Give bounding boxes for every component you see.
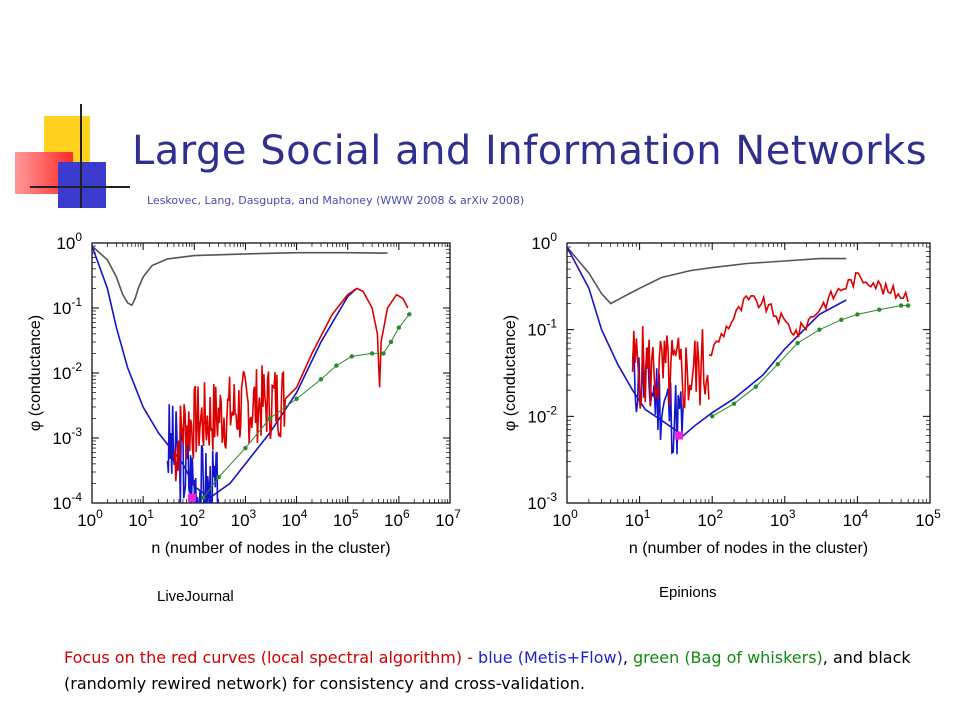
series-point xyxy=(407,312,412,317)
deco-horizontal-line xyxy=(30,186,130,188)
x-tick-label: 100 xyxy=(552,507,578,530)
series-point xyxy=(334,363,339,368)
series-point xyxy=(318,377,324,382)
series-point xyxy=(243,445,248,451)
y-tick-label: 10-4 xyxy=(52,490,82,513)
x-tick-label: 103 xyxy=(231,507,257,530)
deco-vertical-line xyxy=(80,104,82,208)
series-point xyxy=(905,303,911,308)
series-point xyxy=(817,327,822,332)
series-point xyxy=(877,307,882,312)
y-axis-label: φ (conductance) xyxy=(502,315,519,431)
plot-frame xyxy=(566,242,931,504)
x-tick-label: 101 xyxy=(128,507,154,530)
series-point xyxy=(201,495,206,501)
x-tick-label: 101 xyxy=(625,507,651,530)
series-point xyxy=(267,416,273,421)
series-line xyxy=(166,404,219,503)
x-tick-label: 104 xyxy=(282,507,308,530)
x-tick-label: 104 xyxy=(843,507,869,530)
series-point xyxy=(753,384,759,389)
series-point xyxy=(294,396,299,402)
series-point xyxy=(855,312,860,317)
y-tick-label: 10-1 xyxy=(527,317,557,340)
slide-title: Large Social and Information Networks xyxy=(132,128,928,174)
network-label-livejournal: LiveJournal xyxy=(157,588,234,605)
caption-red-text: Focus on the red curves (local spectral … xyxy=(64,648,479,667)
series-line xyxy=(173,365,286,482)
caption-blue-text: blue (Metis+Flow) xyxy=(478,648,623,667)
x-axis-label: n (number of nodes in the cluster) xyxy=(151,540,390,557)
plot-area xyxy=(92,245,412,503)
series-point xyxy=(381,351,386,356)
chart-epinions: 100 101 102 103 104 105 100 10-1 10-2 10-3 n (numb… xyxy=(502,230,941,557)
caption-green-text: green (Bag of whiskers) xyxy=(633,648,823,667)
series-point xyxy=(839,317,844,322)
minimum-marker xyxy=(187,493,196,502)
y-axis-label: φ (conductance) xyxy=(27,315,44,431)
series-point xyxy=(775,361,780,367)
series-line xyxy=(567,246,847,437)
series-line xyxy=(284,287,409,400)
series-point xyxy=(710,414,715,419)
series-point xyxy=(349,354,354,359)
deco-blue-square xyxy=(58,162,106,208)
slide-subtitle: Leskovec, Lang, Dasgupta, and Mahoney (W… xyxy=(147,194,525,207)
chart-livejournal: 100 101 102 103 104 105 106 107 100 10-1 10-2 10-3 1… xyxy=(27,230,461,557)
series-point xyxy=(795,340,800,346)
x-tick-label: 103 xyxy=(770,507,796,530)
caption-black-text: , and black (randomly rewired network) f… xyxy=(64,648,911,693)
y-tick-label: 10-2 xyxy=(52,360,82,383)
series-point xyxy=(216,474,221,480)
series-point xyxy=(388,339,394,345)
y-tick-label: 100 xyxy=(531,230,557,253)
x-tick-label: 105 xyxy=(915,507,941,530)
x-tick-label: 105 xyxy=(333,507,359,530)
series-point xyxy=(898,303,904,308)
slide-caption: Focus on the red curves (local spectral … xyxy=(64,645,924,697)
x-axis-label: n (number of nodes in the cluster) xyxy=(629,540,868,557)
y-tick-label: 10-2 xyxy=(527,403,557,426)
series-line xyxy=(92,245,388,307)
plot-area xyxy=(567,246,911,455)
y-tick-label: 10-3 xyxy=(527,490,557,513)
y-tick-label: 10-3 xyxy=(52,425,82,448)
y-tick-label: 100 xyxy=(56,230,82,253)
series-line xyxy=(631,326,710,409)
series-line xyxy=(92,245,358,499)
series-line xyxy=(708,271,909,357)
series-point xyxy=(731,401,737,406)
x-tick-label: 107 xyxy=(435,507,461,530)
x-tick-label: 102 xyxy=(697,507,723,530)
series-point xyxy=(396,325,402,330)
y-tick-label: 10-1 xyxy=(52,295,82,318)
x-tick-label: 102 xyxy=(179,507,205,530)
series-line xyxy=(567,246,847,305)
network-label-epinions: Epinions xyxy=(659,584,717,601)
plot-frame xyxy=(91,242,451,504)
minimum-marker xyxy=(675,431,684,440)
x-tick-label: 100 xyxy=(77,507,103,530)
slide-decoration xyxy=(0,100,130,210)
caption-separator: , xyxy=(622,648,634,667)
series-point xyxy=(369,351,375,356)
series-line xyxy=(711,305,909,417)
x-tick-label: 106 xyxy=(384,507,410,530)
